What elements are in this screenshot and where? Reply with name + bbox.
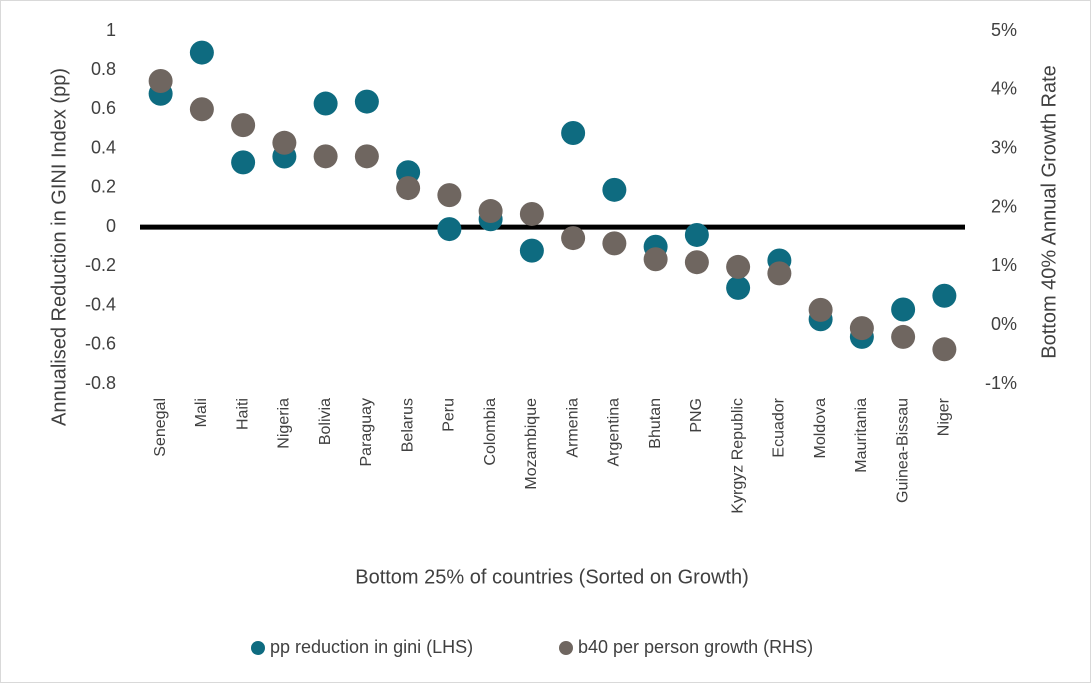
y2-tick-label: 0% [991,314,1017,334]
legend-label: b40 per person growth (RHS) [578,637,813,657]
y-tick-label: -0.2 [85,255,116,275]
dot [602,231,627,256]
dot [189,97,214,122]
dot [148,69,173,94]
y-tick-label: 0 [106,216,116,236]
x-tick-label: Moldova [812,398,829,459]
x-tick-label: Senegal [152,398,169,457]
x-tick-label: Niger [936,397,953,436]
y-tick-label: 0.2 [91,177,116,197]
dot [437,217,462,242]
x-tick-label: Argentina [606,398,623,467]
dot [478,199,503,224]
dot [684,250,709,275]
x-tick-label: Peru [441,398,458,432]
y2-tick-label: 2% [991,196,1017,216]
x-tick-label: PNG [688,398,705,433]
legend-label: pp reduction in gini (LHS) [270,637,473,657]
x-tick-label: Paraguay [358,398,375,467]
x-tick-label: Guinea-Bissau [894,398,911,503]
dot [932,337,957,362]
dot [767,261,792,286]
dot [643,247,668,272]
dot [726,275,751,300]
y-tick-label: 0.6 [91,98,116,118]
x-tick-label: Mali [193,398,210,427]
y2-tick-label: 5% [991,20,1017,40]
x-tick-label: Kyrgyz Republic [729,398,746,514]
y-tick-label: 0.4 [91,137,116,157]
dot [231,113,256,138]
x-tick-label: Nigeria [276,398,293,449]
dot [932,283,957,308]
dot [313,144,338,169]
dot [519,238,544,263]
dot [849,316,874,341]
x-tick-label: Ecuador [771,397,788,457]
x-tick-label: Belarus [399,398,416,452]
dot [396,176,421,201]
y2-tick-label: 3% [991,137,1017,157]
y-tick-label: -0.8 [85,373,116,393]
x-tick-label: Mauritania [853,398,870,473]
dot [808,297,833,322]
dot [891,297,916,322]
dot [354,89,379,114]
legend-marker [559,641,573,655]
dot [437,183,462,208]
dot [561,226,586,251]
dot [519,201,544,226]
y2-tick-label: -1% [985,373,1017,393]
dot [313,91,338,116]
y-tick-label: 1 [106,20,116,40]
y2-tick-label: 4% [991,79,1017,99]
dot [684,222,709,247]
dot [561,120,586,145]
dot [189,40,214,65]
y-tick-label: -0.6 [85,334,116,354]
x-tick-label: Bolivia [317,398,334,445]
x-tick-label: Mozambique [523,398,540,490]
legend-marker [251,641,265,655]
dot [272,130,297,155]
x-axis-title: Bottom 25% of countries (Sorted on Growt… [355,566,749,588]
dot [354,144,379,169]
x-tick-label: Colombia [482,398,499,466]
y2-axis-title: Bottom 40% Annual Growth Rate [1038,65,1060,359]
dot [891,324,916,349]
dot [726,254,751,279]
y2-tick-label: 1% [991,255,1017,275]
y-tick-label: -0.4 [85,294,116,314]
x-tick-label: Bhutan [647,398,664,449]
dot [602,177,627,202]
x-tick-label: Armenia [564,398,581,458]
x-tick-label: Haiti [234,398,251,430]
y-tick-label: 0.8 [91,59,116,79]
dot [231,150,256,175]
y-axis-title: Annualised Reduction in GINI Index (pp) [48,68,70,426]
